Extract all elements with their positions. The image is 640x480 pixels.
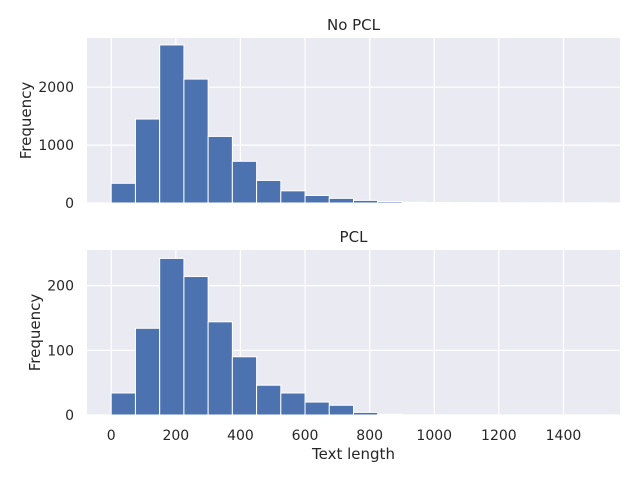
histogram-bar: [304, 194, 330, 204]
histogram-bar: [377, 413, 403, 416]
histogram-bar: [183, 276, 209, 416]
chart-title: No PCL: [327, 16, 381, 34]
histogram-bar: [110, 392, 136, 416]
y-tick-label: 2000: [38, 80, 74, 96]
histogram-bar: [183, 78, 209, 204]
histogram-bar: [207, 321, 233, 416]
chart-pcl: PCL Frequency Text length 0 100 200 0 200 400…: [26, 228, 620, 463]
histogram-bar: [401, 201, 427, 204]
histogram-bar: [231, 356, 258, 416]
x-tick-label: 1000: [416, 428, 452, 444]
x-tick-label: 600: [292, 428, 319, 444]
x-tick-label: 1400: [546, 428, 582, 444]
chart-title: PCL: [340, 228, 369, 246]
histogram-bar: [159, 44, 185, 204]
histogram-bar: [353, 199, 379, 204]
chart-no-pcl: No PCL Frequency 0 1000 2000: [17, 16, 620, 212]
x-tick-label: 0: [107, 428, 116, 444]
histogram-bar: [256, 179, 282, 204]
histogram-bar: [328, 197, 355, 204]
histogram-bar: [159, 257, 185, 416]
y-tick-label: 200: [47, 279, 74, 295]
x-tick-label: 200: [162, 428, 189, 444]
histogram-bar: [134, 327, 161, 416]
histogram-bar: [353, 411, 379, 416]
histogram-bar: [110, 182, 136, 204]
histogram-bar: [280, 392, 306, 416]
y-tick-label: 0: [65, 408, 74, 424]
x-axis-label: Text length: [311, 445, 395, 463]
y-tick-label: 0: [65, 196, 74, 212]
x-tick-label: 800: [356, 428, 383, 444]
y-axis-label: Frequency: [17, 82, 35, 160]
histogram-bar: [207, 135, 233, 204]
histogram-bar: [256, 384, 282, 416]
histogram-bar: [280, 190, 306, 204]
y-tick-label: 100: [47, 343, 74, 359]
histogram-bar: [377, 201, 403, 204]
x-tick-label: 400: [227, 428, 254, 444]
histogram-bar: [304, 401, 330, 416]
y-axis-label: Frequency: [26, 294, 44, 372]
histogram-bar: [134, 118, 161, 204]
histogram-bar: [231, 160, 258, 204]
x-tick-label: 1200: [481, 428, 517, 444]
histogram-bar: [328, 404, 355, 416]
y-tick-label: 1000: [38, 138, 74, 154]
